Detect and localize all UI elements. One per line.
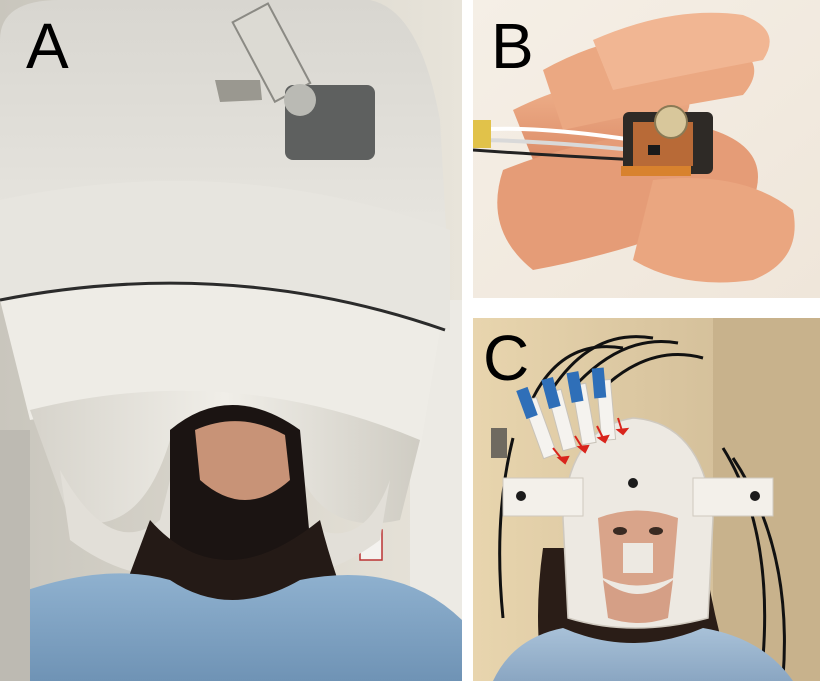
meg-scanner-illustration [0,0,462,681]
opm-helmet-illustration [473,318,820,681]
panel-a-photo: A [0,0,462,681]
helmet-chin-tab-right [675,576,695,594]
fiducial-left [516,491,526,501]
panel-label-b: B [491,10,534,82]
helmet-left-wing [502,477,584,517]
panel-label-c: C [483,322,530,394]
helmet-right-wing [692,477,774,517]
left-eye [613,527,627,535]
fiducial-right [750,491,760,501]
red-arrows [552,417,630,465]
chin [603,580,673,623]
panel-label-a: A [26,10,69,82]
finger-3 [593,12,770,90]
scanner-seam [0,281,446,332]
opm-sensor-illustration [473,0,820,298]
opm-flex-cable [621,166,691,176]
scanner-ring-1 [0,180,450,330]
gantry-knob [284,84,316,116]
helmet-chin-tab-left [573,576,593,594]
sensor-connectors [516,367,607,420]
cable-black [473,148,639,162]
sensor-cables [498,335,786,679]
scanner-vent [215,80,262,102]
opm-vapor-cell [654,105,688,139]
wall-outlet [491,428,507,458]
patient-gown [0,573,462,681]
panel-b-photo: B [473,0,820,298]
scanner-stand [0,430,30,681]
panel-c-photo: C [473,318,820,681]
face [195,421,290,500]
right-eye [649,527,663,535]
nose-bridge [623,543,653,573]
connector-yellow [473,120,491,148]
patient-gown [493,628,793,681]
fiducial-center [628,478,638,488]
opm-chip [648,145,660,155]
thumb [633,178,795,283]
helmet-cowl [30,390,420,524]
